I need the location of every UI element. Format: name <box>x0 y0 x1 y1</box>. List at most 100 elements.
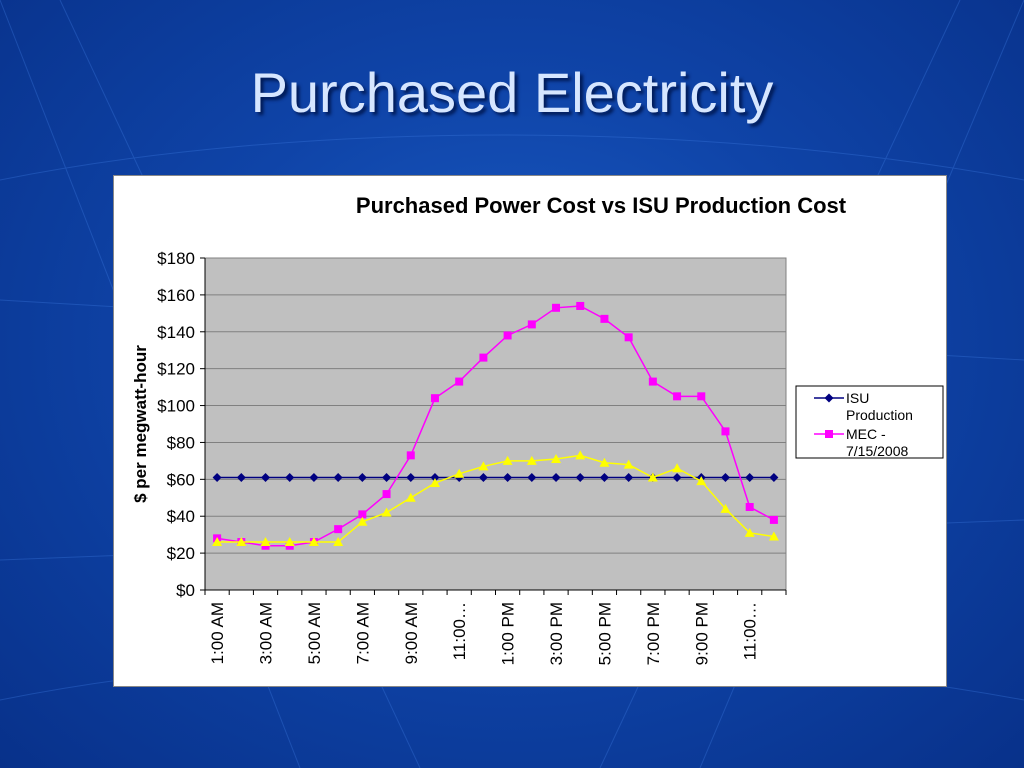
legend-label: ISU Production <box>846 390 913 423</box>
x-tick-label: 5:00 AM <box>305 602 324 664</box>
data-point <box>672 472 682 482</box>
data-point <box>647 472 658 482</box>
chart-container: Purchased Power Cost vs ISU Production C… <box>113 175 947 687</box>
y-tick-label: $0 <box>176 581 195 600</box>
data-point <box>478 461 489 471</box>
data-point <box>575 450 586 460</box>
x-tick-label: 1:00 AM <box>208 602 227 664</box>
data-point <box>260 537 271 547</box>
x-tick-label: 11:00… <box>741 602 760 660</box>
data-point <box>552 303 561 312</box>
data-point <box>551 472 561 482</box>
data-point <box>825 430 833 438</box>
data-point <box>430 394 439 403</box>
x-tick-label: 7:00 PM <box>644 602 663 665</box>
data-point <box>600 314 609 323</box>
data-point <box>551 454 562 464</box>
x-tick-label: 5:00 PM <box>595 602 614 665</box>
data-point <box>357 472 367 482</box>
y-axis-ticks: $0 $20 $40 $60 $80 $100 $120 $140 $160 $180 <box>157 249 206 600</box>
data-point <box>285 472 295 482</box>
data-point <box>309 472 319 482</box>
data-point <box>454 468 465 478</box>
data-point <box>479 353 488 362</box>
series-group <box>212 301 779 550</box>
data-point <box>769 472 779 482</box>
data-point <box>455 377 464 386</box>
data-point <box>720 503 731 513</box>
chart-title: Purchased Power Cost vs ISU Production C… <box>356 193 847 218</box>
data-point <box>478 472 488 482</box>
series <box>212 450 779 547</box>
data-point <box>527 472 537 482</box>
data-point <box>697 392 706 401</box>
data-point <box>236 537 247 547</box>
data-point <box>745 503 754 511</box>
data-point <box>382 472 392 482</box>
data-point <box>648 377 657 386</box>
x-tick-label: 7:00 AM <box>353 602 372 664</box>
data-point <box>430 472 440 482</box>
data-point <box>576 301 585 310</box>
data-point <box>308 537 319 547</box>
data-point <box>721 427 730 436</box>
data-point <box>406 451 415 460</box>
y-tick-label: $120 <box>157 360 195 379</box>
y-tick-label: $80 <box>167 433 195 452</box>
legend-label: MEC -7/15/2008 <box>846 426 908 459</box>
data-point <box>673 392 682 401</box>
series-line <box>217 454 775 543</box>
data-point <box>358 510 367 519</box>
x-axis-ticks: 1:00 AM 3:00 AM 5:00 AM 7:00 AM 9:00 AM 11:00… <box>204 589 787 665</box>
data-point <box>769 515 778 524</box>
x-tick-label: 3:00 PM <box>547 602 566 665</box>
y-tick-label: $20 <box>167 544 195 563</box>
data-point <box>624 472 634 482</box>
data-point <box>745 472 755 482</box>
y-tick-label: $140 <box>157 323 195 342</box>
y-tick-label: $100 <box>157 397 195 416</box>
data-point <box>696 476 707 486</box>
data-point <box>527 320 536 329</box>
x-tick-label: 1:00 PM <box>499 602 518 665</box>
data-point <box>284 537 295 547</box>
gridlines <box>205 294 786 554</box>
data-point <box>334 525 343 534</box>
data-point <box>405 492 416 502</box>
line-chart: Purchased Power Cost vs ISU Production C… <box>131 193 944 665</box>
y-tick-label: $40 <box>167 507 195 526</box>
data-point <box>429 478 440 488</box>
data-point <box>824 393 834 403</box>
data-point <box>624 333 633 342</box>
data-point <box>212 472 222 482</box>
data-point <box>599 457 610 467</box>
y-tick-label: $60 <box>167 470 195 489</box>
x-tick-label: 11:00… <box>450 602 469 660</box>
data-point <box>503 472 513 482</box>
data-point <box>672 463 683 473</box>
data-point <box>382 490 391 499</box>
data-point <box>333 537 344 547</box>
data-point <box>720 472 730 482</box>
data-point <box>261 472 271 482</box>
series <box>212 472 779 482</box>
data-point <box>502 455 513 465</box>
x-tick-label: 9:00 PM <box>692 602 711 665</box>
data-point <box>333 472 343 482</box>
data-point <box>575 472 585 482</box>
data-point <box>357 516 368 526</box>
data-point <box>526 455 537 465</box>
y-axis-label: $ per megwatt-hour <box>131 345 150 503</box>
data-point <box>503 331 512 340</box>
plot-area <box>204 257 787 591</box>
y-tick-label: $180 <box>157 249 195 268</box>
data-point <box>381 507 392 517</box>
data-point <box>623 459 634 469</box>
data-point <box>768 531 779 541</box>
slide-title: Purchased Electricity <box>250 61 774 124</box>
data-point <box>599 472 609 482</box>
y-tick-label: $160 <box>157 286 195 305</box>
data-point <box>236 472 246 482</box>
x-tick-label: 9:00 AM <box>402 602 421 664</box>
